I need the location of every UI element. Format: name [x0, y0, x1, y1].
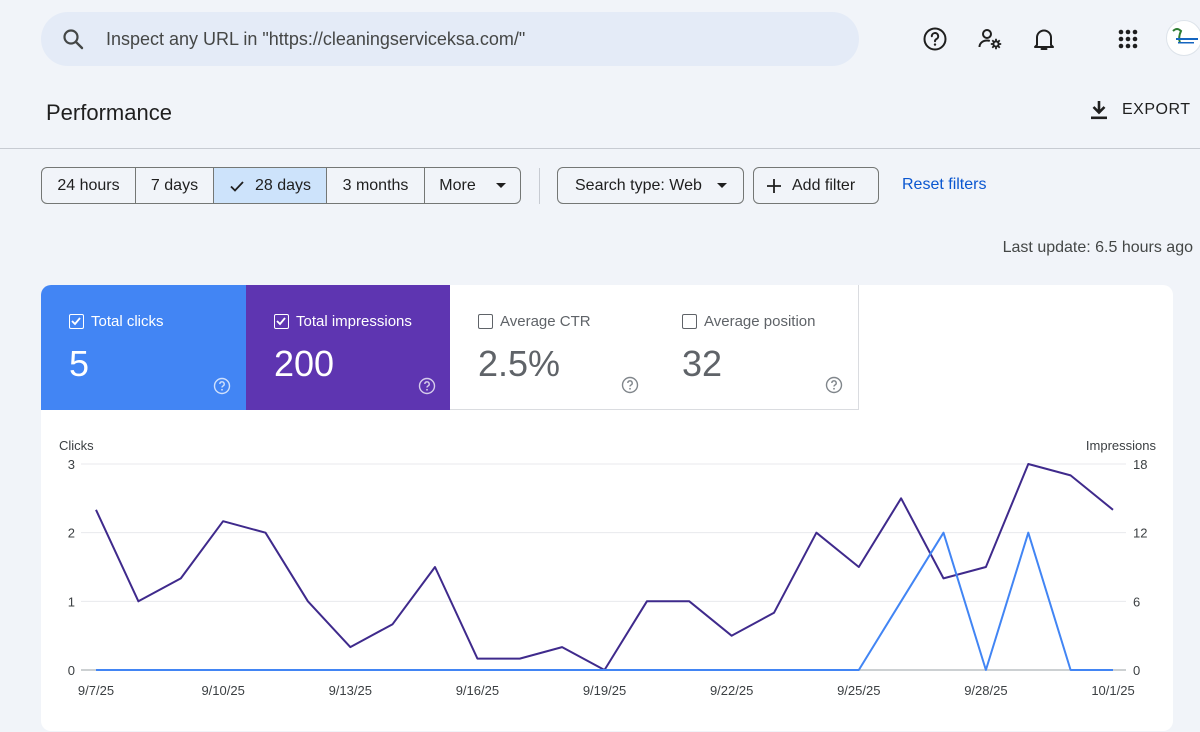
account-avatar[interactable]	[1166, 20, 1200, 56]
site-logo-icon	[1172, 28, 1198, 44]
export-button[interactable]: EXPORT	[1088, 99, 1191, 121]
range-more-dropdown[interactable]: More	[425, 168, 520, 203]
notifications-icon[interactable]	[1031, 26, 1057, 52]
right-tick-label: 6	[1133, 594, 1140, 609]
left-tick-label: 1	[68, 594, 75, 609]
x-tick-label: 9/16/25	[456, 683, 499, 698]
performance-chart: Clicks Impressions 3 18 2 12 1 6 0 0 9/7/25 9/10…	[59, 438, 1157, 698]
right-tick-label: 0	[1133, 663, 1140, 678]
left-tick-label: 2	[68, 526, 75, 541]
help-icon[interactable]	[922, 26, 948, 52]
x-tick-label: 10/1/25	[1091, 683, 1134, 698]
help-icon[interactable]	[418, 377, 436, 395]
page-title: Performance	[46, 100, 172, 125]
reset-filters-link[interactable]: Reset filters	[902, 176, 987, 193]
metric-label: Average position	[704, 313, 816, 330]
x-tick-label: 9/19/25	[583, 683, 626, 698]
url-inspection-search[interactable]: Inspect any URL in "https://cleaningserv…	[41, 12, 859, 66]
check-icon	[71, 317, 81, 326]
right-axis-title: Impressions	[1086, 438, 1157, 453]
left-tick-label: 3	[68, 457, 75, 472]
add-filter-button[interactable]: Add filter	[753, 167, 879, 204]
checkbox[interactable]	[478, 314, 493, 329]
clicks-line[interactable]	[96, 531, 1113, 671]
dropdown-arrow-icon	[716, 182, 727, 188]
dropdown-arrow-icon	[495, 182, 506, 188]
x-tick-label: 9/7/25	[78, 683, 114, 698]
search-placeholder: Inspect any URL in "https://cleaningserv…	[106, 29, 526, 49]
check-icon	[230, 180, 244, 192]
performance-card: Total clicks 5 Total impressions 200 Average…	[41, 285, 1173, 731]
check-icon	[276, 317, 286, 326]
x-tick-label: 9/10/25	[201, 683, 244, 698]
range-7-days[interactable]: 7 days	[136, 168, 214, 203]
checkbox[interactable]	[682, 314, 697, 329]
plus-icon	[767, 178, 781, 193]
metric-label: Total impressions	[296, 313, 412, 330]
manage-users-icon[interactable]	[977, 26, 1003, 52]
metric-value: 200	[274, 343, 335, 384]
search-type-dropdown[interactable]: Search type: Web	[557, 167, 744, 204]
left-axis-title: Clicks	[59, 438, 94, 453]
help-icon[interactable]	[213, 377, 231, 395]
metric-total-clicks[interactable]: Total clicks 5	[41, 285, 246, 410]
x-tick-label: 9/22/25	[710, 683, 753, 698]
metric-average-ctr[interactable]: Average CTR 2.5%	[450, 285, 655, 410]
help-icon[interactable]	[621, 376, 639, 394]
checkbox[interactable]	[69, 314, 84, 329]
range-3-months[interactable]: 3 months	[327, 168, 425, 203]
x-tick-label: 9/13/25	[329, 683, 372, 698]
metric-label: Total clicks	[91, 313, 164, 330]
download-icon	[1091, 101, 1107, 120]
filter-separator	[539, 168, 540, 204]
metric-value: 32	[682, 343, 723, 384]
help-icon[interactable]	[825, 376, 843, 394]
date-range-selector: 24 hours 7 days 28 days 3 months More	[41, 167, 521, 204]
left-tick-label: 0	[68, 663, 75, 678]
metric-total-impressions[interactable]: Total impressions 200	[246, 285, 451, 410]
impressions-line[interactable]	[95, 463, 1114, 671]
apps-grid-icon[interactable]	[1115, 26, 1141, 52]
search-icon	[63, 29, 84, 50]
x-tick-label: 9/25/25	[837, 683, 880, 698]
last-update-text: Last update: 6.5 hours ago	[1002, 239, 1193, 256]
checkbox[interactable]	[274, 314, 289, 329]
range-28-days[interactable]: 28 days	[214, 168, 327, 203]
metric-value: 5	[69, 343, 90, 384]
right-tick-label: 12	[1133, 526, 1147, 541]
export-label: EXPORT	[1122, 101, 1191, 118]
range-24-hours[interactable]: 24 hours	[42, 168, 136, 203]
metric-label: Average CTR	[500, 313, 591, 330]
x-tick-label: 9/28/25	[964, 683, 1007, 698]
metric-average-position[interactable]: Average position 32	[654, 285, 859, 410]
right-tick-label: 18	[1133, 457, 1147, 472]
header-divider	[0, 148, 1200, 149]
metric-value: 2.5%	[478, 343, 561, 384]
